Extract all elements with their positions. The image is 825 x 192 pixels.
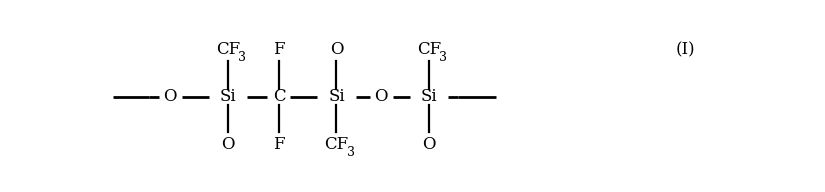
Text: 3: 3 [439, 51, 447, 64]
Text: Si: Si [219, 89, 236, 105]
Text: O: O [375, 89, 388, 105]
Text: F: F [273, 136, 285, 153]
Text: CF: CF [417, 41, 441, 58]
Text: O: O [163, 89, 177, 105]
Text: O: O [422, 136, 436, 153]
Text: CF: CF [324, 136, 349, 153]
Text: O: O [221, 136, 234, 153]
Text: F: F [273, 41, 285, 58]
Text: O: O [330, 41, 343, 58]
Text: C: C [272, 89, 285, 105]
Text: CF: CF [215, 41, 240, 58]
Text: 3: 3 [238, 51, 246, 64]
Text: (I): (I) [675, 41, 695, 58]
Text: Si: Si [421, 89, 437, 105]
Text: Si: Si [328, 89, 345, 105]
Text: 3: 3 [346, 146, 355, 159]
